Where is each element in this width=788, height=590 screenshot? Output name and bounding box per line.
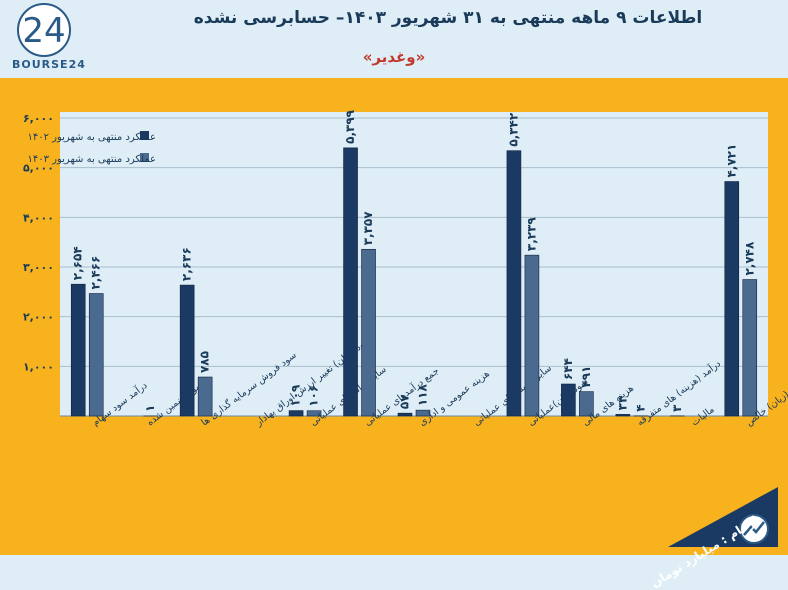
- bar: [89, 294, 103, 416]
- data-label: ۷۸۵: [198, 351, 212, 373]
- data-label: ۵,۳۹۹: [343, 109, 357, 144]
- y-tick-label: ۳,۰۰۰: [23, 261, 54, 274]
- bar: [289, 411, 303, 416]
- data-label: ۶۴۴: [561, 358, 575, 380]
- bar: [561, 384, 575, 416]
- data-label: ۱۱۸: [416, 383, 430, 406]
- bar: [725, 182, 739, 416]
- data-label: ۳۳: [615, 395, 629, 410]
- y-tick-label: ۶,۰۰۰: [23, 112, 54, 125]
- bar: [71, 284, 85, 416]
- data-label: ۵۷: [398, 394, 412, 409]
- y-tick-label: ۱,۰۰۰: [23, 360, 54, 373]
- data-label: ۲,۷۴۸: [742, 241, 756, 276]
- bar: [616, 414, 630, 416]
- bar: [507, 151, 521, 416]
- data-label: ۱۰۹: [289, 384, 303, 407]
- data-label: ۲,۶۵۴: [71, 246, 85, 280]
- data-label: ۳,۲۳۹: [524, 217, 538, 252]
- data-label: ۱۰۶: [307, 385, 321, 407]
- bar: [398, 413, 412, 416]
- legend-label: عملکرد منتهی به شهریور ۱۴۰۳: [27, 154, 156, 165]
- data-label: ۳: [670, 404, 684, 412]
- bar: [180, 285, 194, 416]
- bar: [344, 148, 358, 416]
- plot-area: [60, 112, 768, 416]
- y-tick-label: ۲,۰۰۰: [23, 311, 54, 324]
- data-label: ۵,۳۴۲: [506, 112, 520, 147]
- data-label: ۲,۴۶۶: [89, 256, 103, 290]
- bar: [198, 377, 212, 416]
- legend-label: عملکرد منتهی به شهریور ۱۴۰۲: [27, 132, 156, 143]
- bar: [362, 249, 376, 416]
- data-label: ۴,۷۲۱: [724, 144, 738, 178]
- data-label: ۳,۳۵۷: [361, 211, 375, 246]
- data-label: ۴۹۱: [579, 366, 593, 388]
- data-label: ۲,۶۳۶: [180, 247, 194, 281]
- bar: [743, 280, 757, 416]
- y-tick-label: ۴,۰۰۰: [23, 211, 54, 224]
- bar: [525, 255, 539, 416]
